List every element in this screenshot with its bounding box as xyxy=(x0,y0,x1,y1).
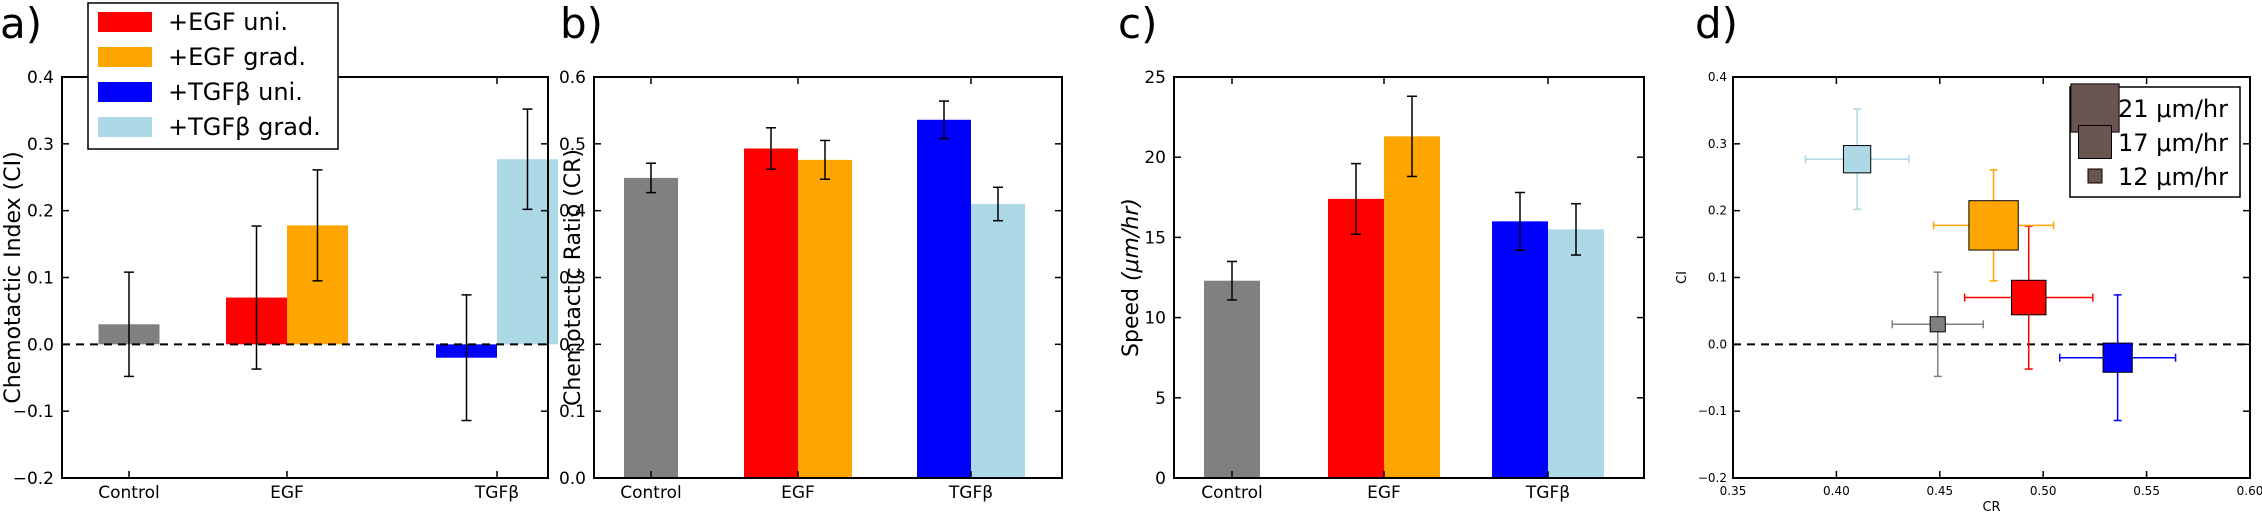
legend-label: 17 μm/hr xyxy=(2118,129,2228,157)
data-point xyxy=(1891,271,1984,378)
panel-label: d) xyxy=(1695,0,1738,48)
bar xyxy=(798,159,852,478)
y-tick-label: 0.4 xyxy=(559,202,586,222)
y-tick-label: 0.4 xyxy=(1708,70,1727,84)
y-tick-label: 0.0 xyxy=(559,469,586,489)
bar xyxy=(744,148,798,479)
data-point xyxy=(1932,169,2055,282)
y-axis-label: Chemotactic Index (CI) xyxy=(1,151,26,403)
y-tick-label: 0.0 xyxy=(27,335,54,355)
y-tick-label: 0.5 xyxy=(559,135,586,155)
bar xyxy=(1204,280,1260,478)
y-tick-label: 0.1 xyxy=(27,269,54,289)
legend-swatch xyxy=(98,82,152,102)
y-tick-label: 0.1 xyxy=(1708,271,1727,285)
x-tick-label: TGFβ xyxy=(948,483,993,503)
legend-label: +TGFβ uni. xyxy=(168,78,303,106)
bar xyxy=(1328,198,1384,479)
y-axis-label-unit: (μm/hr) xyxy=(1119,198,1144,288)
x-axis-label: CR xyxy=(1982,500,2000,512)
bar xyxy=(624,177,678,478)
y-tick-label: 0.3 xyxy=(559,269,586,289)
x-tick-label: 0.55 xyxy=(2133,484,2160,498)
bar xyxy=(1492,221,1548,479)
bar xyxy=(1384,136,1440,478)
x-tick-label: TGFβ xyxy=(474,483,519,503)
axes-frame xyxy=(1173,76,1645,479)
x-tick-label: EGF xyxy=(270,483,304,503)
y-tick-label: −0.2 xyxy=(1698,471,1727,485)
legend-label: +EGF grad. xyxy=(168,43,306,71)
panel-a: a) −0.2 −0.1 0.0 0.1 0.2 0.3 0.4 Control EGF TGFβ C… xyxy=(0,0,558,503)
bar xyxy=(1548,229,1604,478)
legend-label: 21 μm/hr xyxy=(2118,95,2228,123)
y-tick-label: 0 xyxy=(1155,469,1166,489)
y-tick-label: 5 xyxy=(1155,389,1166,409)
panel-label: b) xyxy=(560,0,603,48)
panel-c: c) 0 5 10 15 20 25 Control EGF TGFβ Speed (μm/hr) xyxy=(1118,0,1645,503)
y-tick-label: 0.4 xyxy=(27,68,54,88)
y-tick-label: −0.1 xyxy=(13,402,54,422)
y-axis-label-text: Speed xyxy=(1119,288,1144,357)
y-tick-label: 0.2 xyxy=(1708,204,1727,218)
x-tick-label: Control xyxy=(1201,483,1262,503)
x-tick-label: Control xyxy=(98,483,159,503)
legend-label: +TGFβ grad. xyxy=(168,113,321,141)
x-tick-label: EGF xyxy=(1367,483,1401,503)
y-axis-label: Speed (μm/hr) xyxy=(1119,198,1144,357)
data-point xyxy=(1963,225,2094,370)
y-tick-label: 0.2 xyxy=(559,335,586,355)
legend: +EGF uni. +EGF grad. +TGFβ uni. +TGFβ grad. xyxy=(87,2,339,150)
y-tick-label: 10 xyxy=(1144,309,1166,329)
y-axis-label-text: Chemotactic Ratio (CR) xyxy=(561,149,586,406)
x-tick-label: Control xyxy=(620,483,681,503)
y-tick-label: 0.3 xyxy=(27,135,54,155)
data-point xyxy=(1804,108,1910,211)
point-marker xyxy=(1968,200,2019,251)
point-marker xyxy=(2102,342,2133,373)
y-tick-label: 0.3 xyxy=(1708,137,1727,151)
y-axis-label: Chemotactic Ratio (CR) xyxy=(561,149,586,406)
legend-marker xyxy=(2087,168,2103,184)
legend-swatch xyxy=(98,12,152,32)
panel-d: d) −0.2 −0.1 0.0 0.1 0.2 0.3 0.4 0.35 0.40 0.45 0.5… xyxy=(1675,0,2262,512)
legend-marker xyxy=(2070,83,2120,133)
y-tick-label: −0.1 xyxy=(1698,404,1727,418)
y-tick-label: 0.6 xyxy=(559,68,586,88)
point-marker xyxy=(1929,316,1946,333)
legend-swatch xyxy=(98,47,152,67)
y-tick-label: 25 xyxy=(1144,68,1166,88)
x-tick-label: 0.60 xyxy=(2237,484,2262,498)
y-tick-label: 20 xyxy=(1144,148,1166,168)
x-tick-label: 0.35 xyxy=(1720,484,1747,498)
data-point xyxy=(2058,294,2177,422)
x-tick-label: EGF xyxy=(781,483,815,503)
legend-marker xyxy=(2078,125,2112,159)
legend-label: +EGF uni. xyxy=(168,8,288,36)
point-marker xyxy=(2010,279,2047,316)
y-tick-label: 15 xyxy=(1144,228,1166,248)
legend-swatch xyxy=(98,117,152,137)
panel-b: b) 0.0 0.1 0.2 0.3 0.4 0.5 0.6 Control EGF TGFβ Che… xyxy=(559,0,1063,503)
panel-label: a) xyxy=(0,0,42,48)
y-axis-label: CI xyxy=(1675,271,1690,284)
y-tick-label: −0.2 xyxy=(13,469,54,489)
point-marker xyxy=(1842,145,1872,174)
y-tick-label: 0.2 xyxy=(27,202,54,222)
bar xyxy=(917,119,971,479)
legend-label: 12 μm/hr xyxy=(2118,163,2228,191)
y-axis-label-text: Chemotactic Index (CI) xyxy=(1,151,26,403)
x-tick-label: 0.40 xyxy=(1823,484,1850,498)
x-tick-label: TGFβ xyxy=(1525,483,1570,503)
bar xyxy=(971,203,1025,478)
x-tick-label: 0.50 xyxy=(2030,484,2057,498)
x-tick-label: 0.45 xyxy=(1926,484,1953,498)
y-tick-label: 0.0 xyxy=(1708,337,1727,351)
legend: 21 μm/hr 17 μm/hr 12 μm/hr xyxy=(2069,83,2241,198)
y-tick-label: 0.1 xyxy=(559,402,586,422)
panel-label: c) xyxy=(1118,0,1157,48)
